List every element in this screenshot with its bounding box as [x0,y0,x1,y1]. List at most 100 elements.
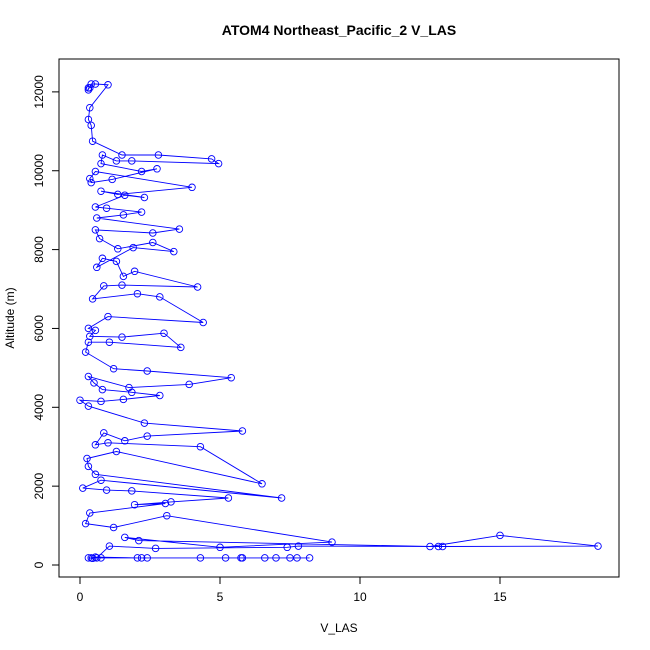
data-point [100,429,108,437]
data-point [438,542,447,551]
data-point [294,542,303,550]
data-point [97,159,105,168]
data-point [137,208,146,216]
data-point [105,338,114,346]
data-point [86,84,94,92]
data-point [272,554,280,562]
data-point [86,509,94,517]
data-point [91,470,100,479]
series-layer [76,80,602,563]
data-point [496,531,504,540]
data-point [81,519,90,528]
data-point [84,338,93,346]
data-point [128,157,136,165]
data-point [426,542,434,551]
data-point [91,203,100,211]
data-point [86,332,94,341]
data-point [104,312,112,321]
data-point [91,80,100,88]
data-point [84,554,93,562]
data-point [121,437,129,445]
data-point [112,447,121,456]
data-point [93,554,101,562]
data-point [104,81,112,89]
data-point [114,245,122,253]
data-point [199,318,207,327]
data-point [238,554,247,562]
data-point [161,499,170,508]
data-point [109,523,118,532]
data-point [160,329,168,337]
x-axis-label: V_LAS [320,621,357,635]
data-point [98,385,107,394]
data-point [86,174,94,183]
data-point [97,476,105,484]
data-point [88,137,97,145]
data-point [121,191,129,199]
data-point [188,183,196,192]
x-tick-label: 0 [77,590,84,604]
data-point [121,533,129,542]
data-point [167,498,175,506]
data-point [133,289,142,298]
data-point [119,211,128,219]
data-point [305,554,314,562]
data-point [91,441,100,449]
x-tick-label: 5 [217,590,224,604]
data-point [81,348,90,356]
data-point [95,234,104,243]
data-point [88,554,97,563]
data-point [156,391,164,400]
data-point [98,151,107,159]
data-point [112,157,121,165]
data-point [196,442,205,451]
data-point [170,247,178,256]
data-point [90,379,98,387]
data-point [151,544,160,553]
data-point [137,554,146,562]
data-point [163,511,171,520]
data-point [88,295,97,303]
data-point [153,165,161,173]
data-point [98,254,107,263]
y-axis-label: Altitude (m) [3,287,17,348]
data-point [156,293,164,301]
data-point [76,396,84,404]
data-point [221,554,230,562]
chart-title: ATOM4 Northeast_Pacific_2 V_LAS [222,22,456,38]
data-point [175,225,184,233]
data-point [258,480,266,488]
data-point [97,554,105,562]
data-point [129,243,137,252]
y-tick-label: 4000 [32,394,46,421]
data-point [434,542,443,551]
data-point [143,554,151,562]
data-point [149,229,157,237]
data-point [177,343,185,352]
data-point [224,494,233,502]
data-point [100,282,108,290]
x-tick-label: 10 [353,590,367,604]
data-point [109,364,118,373]
data-point [128,487,136,495]
data-point [118,333,126,341]
data-point [104,439,112,447]
data-point [207,155,216,163]
data-point [84,462,93,471]
data-point [105,542,114,550]
data-point [84,402,93,410]
data-point [119,395,128,404]
data-point [114,190,122,199]
y-tick-label: 10000 [32,154,46,188]
data-point [238,427,247,435]
data-point [86,103,94,112]
data-point [277,494,286,502]
y-tick-label: 8000 [32,236,46,263]
data-point [84,324,93,333]
data-point [130,267,139,276]
data-point [97,397,105,406]
axes: 0 5 10 15 0 2000 4000 6000 8000 10000 12000 [32,75,507,604]
data-point [133,554,142,562]
data-point [84,115,93,124]
